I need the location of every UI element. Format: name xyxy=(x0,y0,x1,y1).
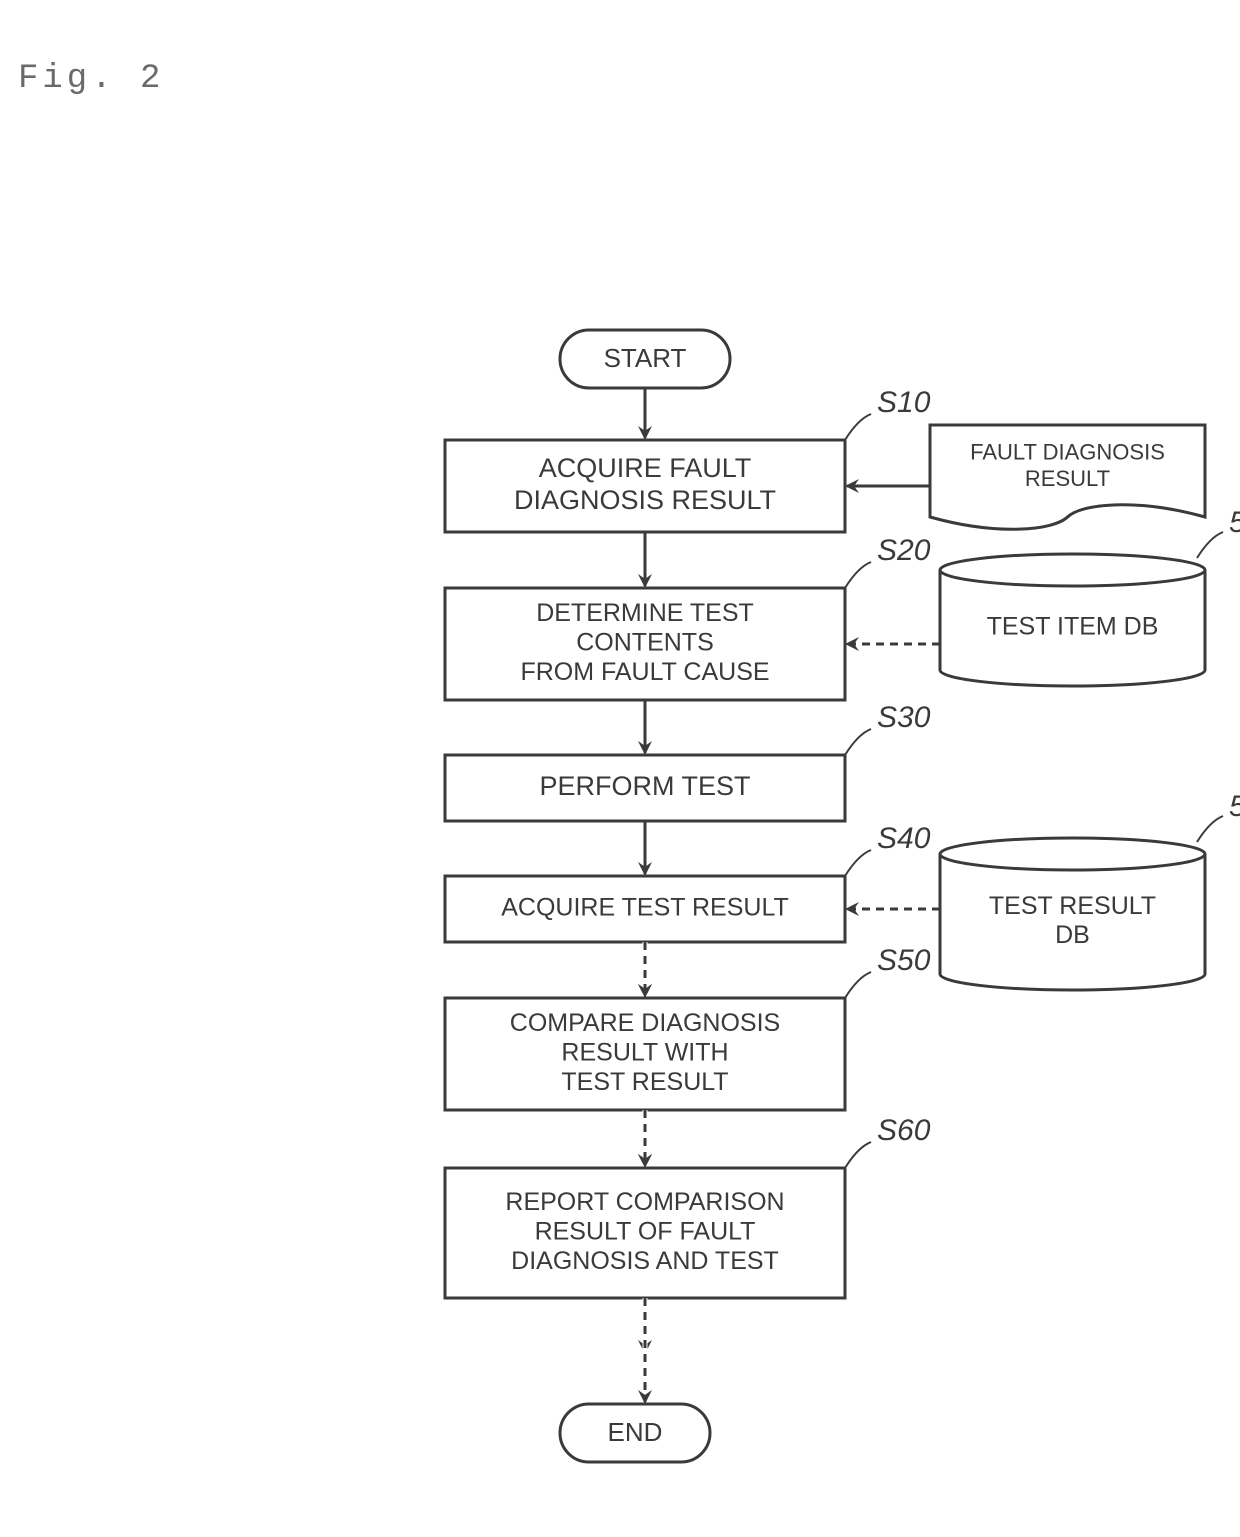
svg-text:CONTENTS: CONTENTS xyxy=(576,629,714,657)
svg-text:51: 51 xyxy=(1229,506,1240,539)
svg-text:DIAGNOSIS AND TEST: DIAGNOSIS AND TEST xyxy=(511,1247,779,1275)
svg-text:DB: DB xyxy=(1055,921,1090,949)
svg-text:52: 52 xyxy=(1229,790,1240,823)
svg-text:RESULT: RESULT xyxy=(1025,466,1110,491)
flowchart: START END ACQUIRE FAULTDIAGNOSIS RESULT S10… xyxy=(0,0,1240,1537)
svg-text:S20: S20 xyxy=(877,534,931,567)
svg-text:PERFORM TEST: PERFORM TEST xyxy=(539,771,750,801)
svg-text:S10: S10 xyxy=(877,386,931,419)
svg-text:REPORT COMPARISON: REPORT COMPARISON xyxy=(505,1188,784,1216)
svg-text:END: END xyxy=(608,1417,663,1447)
svg-text:DIAGNOSIS RESULT: DIAGNOSIS RESULT xyxy=(514,485,776,515)
svg-text:TEST ITEM DB: TEST ITEM DB xyxy=(987,613,1159,641)
svg-text:S60: S60 xyxy=(877,1114,931,1147)
svg-text:S30: S30 xyxy=(877,701,931,734)
figure-label: Fig. 2 xyxy=(18,60,164,98)
svg-text:START: START xyxy=(604,343,687,373)
svg-text:ACQUIRE FAULT: ACQUIRE FAULT xyxy=(539,453,752,483)
svg-text:RESULT WITH: RESULT WITH xyxy=(561,1039,728,1067)
svg-text:FROM FAULT CAUSE: FROM FAULT CAUSE xyxy=(520,658,769,686)
svg-text:RESULT OF FAULT: RESULT OF FAULT xyxy=(535,1218,756,1246)
svg-text:TEST RESULT: TEST RESULT xyxy=(561,1068,728,1096)
svg-text:S50: S50 xyxy=(877,944,931,977)
svg-text:COMPARE DIAGNOSIS: COMPARE DIAGNOSIS xyxy=(510,1009,780,1037)
cylinder-52: TEST RESULTDB xyxy=(940,838,1205,990)
svg-text:TEST RESULT: TEST RESULT xyxy=(989,892,1156,920)
cylinder-51: TEST ITEM DB xyxy=(940,554,1205,686)
svg-text:DETERMINE TEST: DETERMINE TEST xyxy=(536,599,754,627)
svg-text:FAULT DIAGNOSIS: FAULT DIAGNOSIS xyxy=(970,440,1165,465)
svg-text:ACQUIRE TEST RESULT: ACQUIRE TEST RESULT xyxy=(501,894,789,922)
svg-text:S40: S40 xyxy=(877,822,931,855)
